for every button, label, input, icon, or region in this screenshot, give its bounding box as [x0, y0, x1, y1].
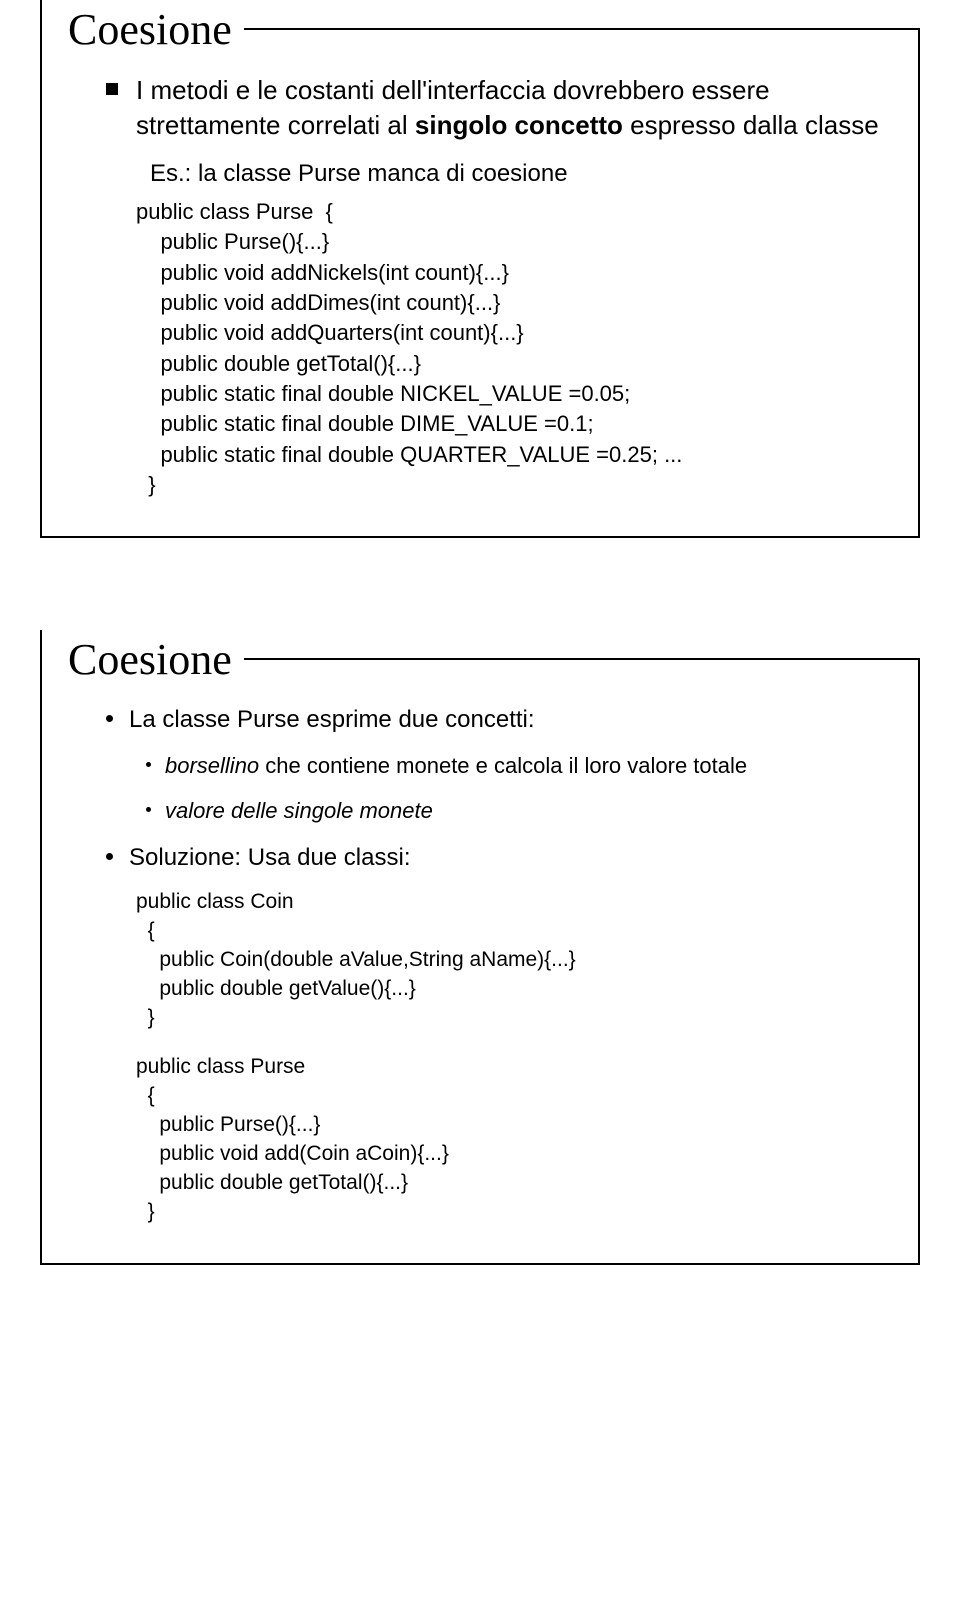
- slide-title: Coesione: [40, 634, 244, 685]
- dot-bullet-icon: [146, 762, 151, 767]
- square-bullet-icon: [106, 83, 118, 95]
- bullet-concetti: La classe Purse esprime due concetti:: [106, 703, 882, 737]
- sub-text: valore delle singole monete: [165, 796, 433, 827]
- title-wrap: Coesione: [40, 4, 918, 55]
- sub-text: borsellino che contiene monete e calcola…: [165, 751, 747, 782]
- main-bullet: I metodi e le costanti dell'interfaccia …: [106, 73, 882, 143]
- bullet-text: I metodi e le costanti dell'interfaccia …: [136, 73, 882, 143]
- example-line: Es.: la classe Purse manca di coesione: [150, 157, 882, 191]
- dot-bullet-icon: [106, 853, 113, 860]
- italic-term: borsellino: [165, 753, 259, 778]
- sub-bullet-borsellino: borsellino che contiene monete e calcola…: [146, 751, 882, 782]
- code-block-purse2: public class Purse { public Purse(){...}…: [136, 1053, 882, 1227]
- slide-content: La classe Purse esprime due concetti: bo…: [42, 685, 918, 1262]
- slide-coesione-1: Coesione I metodi e le costanti dell'int…: [40, 28, 920, 538]
- slide-title: Coesione: [40, 4, 244, 55]
- sub-rest: che contiene monete e calcola il loro va…: [259, 753, 747, 778]
- slide-content: I metodi e le costanti dell'interfaccia …: [42, 55, 918, 536]
- spacer: [106, 1033, 882, 1047]
- sub-bullet-valore: valore delle singole monete: [146, 796, 882, 827]
- bullet-text: La classe Purse esprime due concetti:: [129, 703, 535, 737]
- bullet-bold: singolo concetto: [415, 110, 623, 140]
- code-block-purse: public class Purse { public Purse(){...}…: [136, 197, 882, 501]
- slide-coesione-2: Coesione La classe Purse esprime due con…: [40, 658, 920, 1264]
- bullet-text: Soluzione: Usa due classi:: [129, 841, 410, 875]
- dot-bullet-icon: [146, 807, 151, 812]
- dot-bullet-icon: [106, 715, 113, 722]
- code-block-coin: public class Coin { public Coin(double a…: [136, 888, 882, 1033]
- bullet-tail: espresso dalla classe: [623, 110, 879, 140]
- sub-bullets: borsellino che contiene monete e calcola…: [146, 751, 882, 827]
- title-wrap: Coesione: [40, 634, 918, 685]
- bullet-soluzione: Soluzione: Usa due classi:: [106, 841, 882, 875]
